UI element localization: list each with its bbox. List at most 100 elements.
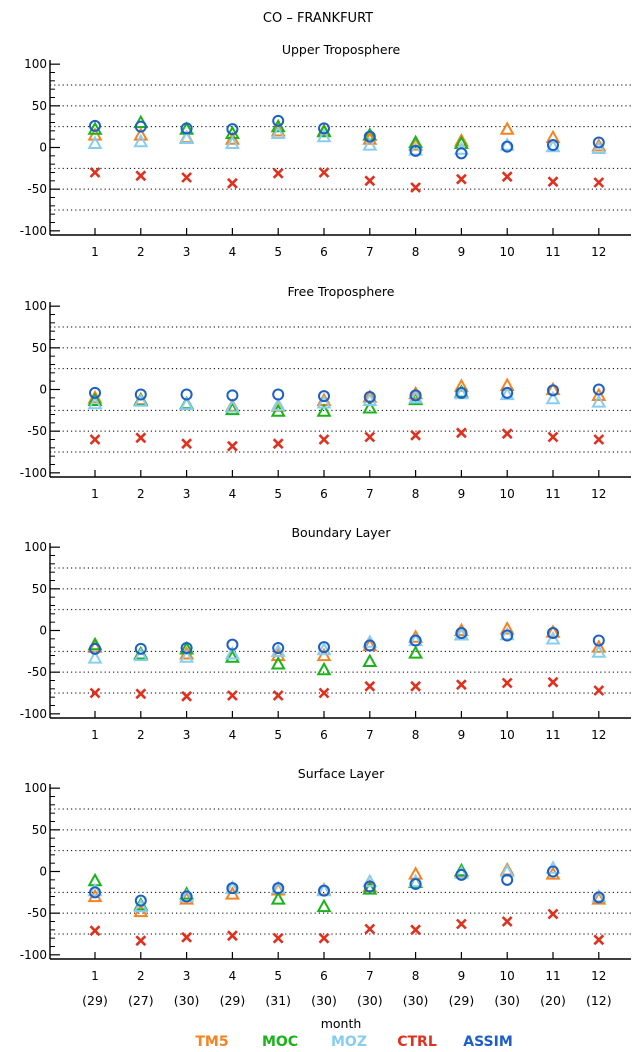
marker-ctrl	[364, 680, 376, 692]
marker-assim	[363, 639, 376, 652]
x-tick-label: 5	[274, 487, 282, 501]
marker-assim	[455, 868, 468, 881]
marker-moc	[270, 891, 286, 905]
count-label: (27)	[128, 993, 154, 1008]
x-tick-label: 5	[274, 969, 282, 983]
marker-moc	[316, 898, 332, 913]
marker-moz	[270, 643, 286, 657]
marker-assim	[226, 123, 239, 136]
count-label: (31)	[265, 993, 291, 1008]
marker-moz	[591, 394, 607, 408]
marker-ctrl	[272, 167, 284, 179]
x-tick-label: 1	[91, 245, 99, 259]
x-tick-label: 10	[500, 969, 515, 983]
count-label: (30)	[174, 993, 200, 1008]
marker-assim	[134, 894, 147, 907]
x-tick-label: 10	[500, 245, 515, 259]
marker-assim	[318, 122, 330, 135]
legend-item-assim: ASSIM	[463, 1034, 513, 1050]
panel-title: Surface Layer	[298, 766, 385, 781]
marker-moz	[270, 397, 286, 411]
x-tick-label: 11	[545, 245, 560, 259]
marker-moz	[179, 130, 195, 144]
marker-ctrl	[226, 177, 238, 189]
marker-ctrl	[89, 687, 101, 699]
marker-moz	[270, 125, 286, 139]
marker-assim	[455, 627, 468, 639]
x-tick-label: 5	[274, 728, 282, 742]
marker-moc	[316, 123, 332, 138]
marker-ctrl	[501, 428, 513, 440]
count-label: (30)	[494, 993, 520, 1008]
marker-moz	[408, 873, 424, 888]
marker-assim	[409, 878, 422, 890]
marker-assim	[592, 383, 605, 396]
x-axis-label: month	[321, 1016, 362, 1031]
y-tick-label: 0	[39, 624, 47, 638]
marker-ctrl	[501, 677, 513, 689]
marker-assim	[134, 642, 147, 655]
marker-tm5	[591, 137, 607, 152]
marker-assim	[547, 384, 559, 397]
marker-moz	[453, 626, 469, 641]
y-tick-label: 50	[32, 99, 47, 113]
marker-tm5	[270, 647, 286, 662]
count-label: (12)	[586, 993, 612, 1008]
y-tick-label: 100	[24, 57, 47, 71]
marker-assim	[547, 865, 559, 878]
marker-tm5	[453, 622, 469, 637]
x-tick-label: 8	[412, 969, 420, 983]
marker-ctrl	[226, 440, 238, 452]
marker-moz	[591, 888, 607, 903]
marker-tm5	[362, 131, 378, 145]
x-tick-label: 11	[545, 969, 560, 983]
x-tick-label: 9	[458, 969, 466, 983]
marker-ctrl	[135, 935, 147, 947]
marker-moz	[499, 863, 515, 878]
marker-ctrl	[364, 431, 376, 443]
marker-moz	[362, 137, 378, 151]
marker-moz	[545, 390, 561, 405]
marker-moz	[179, 649, 195, 663]
count-label: (29)	[82, 993, 108, 1008]
marker-ctrl	[455, 173, 467, 185]
marker-assim	[547, 139, 559, 151]
marker-ctrl	[181, 931, 193, 943]
chart-main-title: CO – FRANKFURT	[263, 11, 373, 26]
marker-moc	[179, 886, 195, 900]
x-tick-label: 7	[366, 245, 374, 259]
marker-ctrl	[547, 176, 559, 188]
x-tick-label: 1	[91, 969, 99, 983]
x-tick-label: 5	[274, 245, 282, 259]
x-tick-label: 8	[412, 245, 420, 259]
marker-assim	[89, 386, 101, 399]
marker-assim	[409, 389, 422, 402]
marker-moc	[270, 118, 286, 133]
marker-assim	[226, 882, 239, 895]
legend: TM5 MOC MOZ CTRL ASSIM	[195, 1034, 512, 1050]
marker-ctrl	[89, 925, 101, 937]
marker-ctrl	[455, 918, 467, 930]
x-tick-label: 2	[137, 487, 145, 501]
x-tick-label: 11	[545, 487, 560, 501]
marker-tm5	[591, 639, 607, 653]
marker-assim	[501, 629, 514, 642]
marker-moc	[362, 399, 378, 414]
marker-moc	[87, 392, 103, 406]
marker-moc	[408, 134, 424, 149]
marker-moz	[179, 396, 195, 411]
marker-moz	[224, 645, 240, 660]
marker-assim	[363, 130, 376, 143]
x-tick-label: 2	[137, 245, 145, 259]
marker-ctrl	[226, 690, 238, 701]
legend-item-ctrl: CTRL	[397, 1034, 437, 1050]
x-tick-label: 12	[591, 728, 606, 742]
marker-ctrl	[455, 679, 467, 691]
marker-assim	[89, 642, 101, 655]
legend-item-tm5: TM5	[195, 1034, 228, 1050]
observation-counts: (29) (27) (30) (29) (31) (30) (30) (30) (29) (30)…	[82, 993, 611, 1008]
marker-assim	[501, 386, 514, 399]
marker-tm5	[499, 620, 515, 635]
